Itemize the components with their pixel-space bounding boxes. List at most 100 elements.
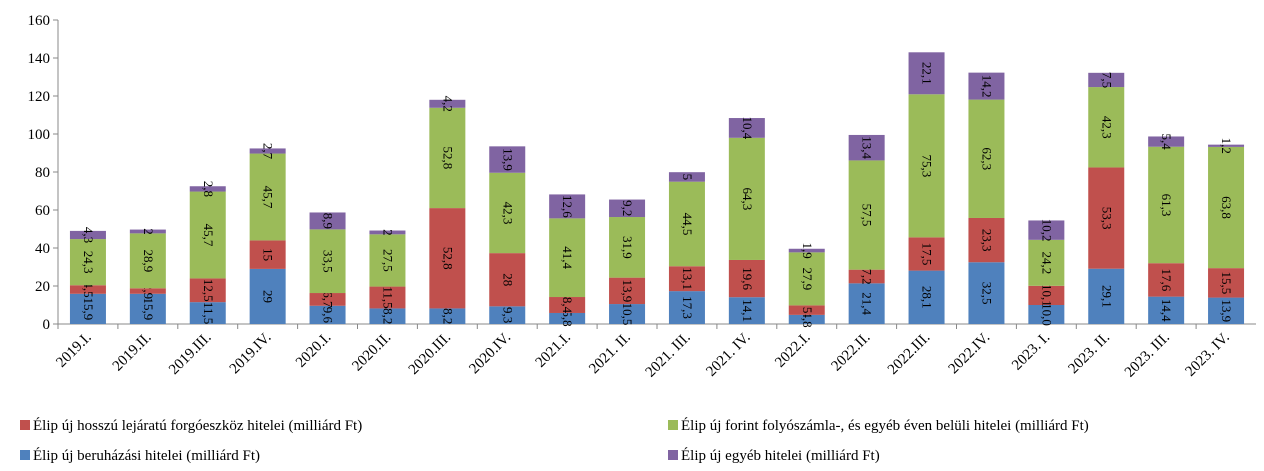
value-label: 75,3	[920, 154, 935, 177]
value-label: 7,5	[1099, 72, 1114, 88]
value-label: 10,4	[740, 117, 755, 140]
bar-segment	[1088, 72, 1125, 88]
value-label: 8,9	[321, 213, 336, 229]
value-label: 42,3	[1099, 116, 1114, 139]
bar-segment	[1148, 136, 1185, 147]
bar-segment	[968, 262, 1005, 324]
bar-segment	[848, 269, 885, 284]
value-label: 63,8	[1219, 196, 1234, 219]
value-label: 61,3	[1159, 194, 1174, 217]
bar-segment	[369, 286, 406, 309]
bar-segment	[908, 52, 945, 95]
bar-segment	[1028, 285, 1065, 305]
bar-segment	[129, 233, 166, 289]
bar-segment	[728, 297, 765, 324]
bar-segment	[1088, 167, 1125, 269]
value-label: 14,1	[740, 299, 755, 322]
value-label: 8,2	[380, 308, 395, 324]
value-label: 17,5	[920, 243, 935, 266]
x-tick-label: 2023. IV.	[1183, 330, 1233, 380]
value-label: 11,5	[380, 286, 395, 308]
legend-label: Élip új hosszú lejáratú forgóeszköz hite…	[33, 417, 362, 434]
y-tick-label: 160	[28, 13, 51, 29]
legend-label: Élip új egyéb hitelei (milliárd Ft)	[681, 447, 880, 464]
bar-segment	[609, 217, 646, 278]
bar-segment	[489, 172, 526, 254]
x-tick-label: 2019.III.	[166, 330, 214, 378]
bar-segment	[668, 172, 705, 182]
value-label: 9,2	[620, 200, 635, 216]
bar-segment	[69, 285, 106, 294]
bar-segment	[129, 293, 166, 324]
bar-segment	[728, 137, 765, 260]
x-tick-label: 2019.II.	[110, 330, 155, 375]
bar-segment	[309, 229, 346, 294]
legend-swatch	[668, 450, 678, 460]
value-label: 11,5	[201, 302, 216, 324]
value-label: 1,2	[1219, 138, 1234, 154]
value-label: 29	[261, 290, 276, 303]
value-label: 4,2	[440, 96, 455, 112]
bar-segment	[309, 293, 346, 306]
value-label: 7,2	[860, 268, 875, 284]
legend-label: Élip új beruházási hitelei (milliárd Ft)	[33, 447, 260, 464]
value-label: 10,2	[1039, 219, 1054, 242]
bar-segment	[369, 230, 406, 235]
bar-segment	[549, 312, 586, 324]
bar-segment	[1088, 268, 1125, 324]
bar-segment	[369, 308, 406, 324]
bar-segment	[968, 217, 1005, 263]
bar-segment	[1028, 305, 1065, 324]
value-label: 23,3	[979, 229, 994, 252]
bar-segment	[668, 291, 705, 324]
y-tick-label: 100	[28, 127, 51, 143]
y-tick-label: 60	[35, 203, 50, 219]
legend-swatch	[20, 420, 30, 430]
value-label: 27,9	[800, 268, 815, 291]
value-label: 22,1	[920, 62, 935, 85]
bar-segment	[1208, 268, 1245, 298]
y-tick-label: 20	[35, 279, 50, 295]
y-tick-label: 140	[28, 51, 51, 67]
legend-label: Élip új forint folyószámla-, és egyéb év…	[681, 417, 1089, 434]
bar-segment	[429, 208, 466, 309]
value-label: 15,9	[141, 298, 156, 321]
value-label: 15,9	[81, 298, 96, 321]
value-label: 8,4	[560, 297, 575, 314]
x-tick-label: 2023. I.	[1009, 330, 1053, 374]
x-tick-label: 2020.IV.	[466, 330, 514, 378]
y-tick-label: 80	[35, 165, 50, 181]
bar-segment	[968, 72, 1005, 100]
value-label: 14,4	[1159, 299, 1174, 322]
bar-segment	[788, 252, 825, 306]
bar-segment	[908, 237, 945, 271]
bar-segment	[788, 314, 825, 324]
bar-segment	[1148, 146, 1185, 264]
value-label: 13,9	[500, 148, 515, 171]
bar-segment	[668, 266, 705, 292]
bar-segment	[788, 248, 825, 253]
bar-segment	[129, 229, 166, 234]
value-label: 45,7	[201, 224, 216, 247]
bar-segment	[668, 181, 705, 267]
bar-segment	[848, 134, 885, 161]
bar-segment	[728, 259, 765, 298]
y-tick-label: 40	[35, 241, 50, 257]
value-label: 2,7	[261, 143, 276, 160]
value-label: 52,8	[440, 247, 455, 270]
bar-segment	[69, 293, 106, 324]
value-label: 41,4	[560, 246, 575, 269]
value-label: 4,3	[81, 227, 96, 243]
bar-segment	[429, 107, 466, 209]
x-tick-label: 2020.I.	[293, 330, 334, 371]
value-label: 5	[800, 307, 815, 314]
bar-segment	[848, 160, 885, 270]
x-tick-label: 2019.I.	[53, 330, 94, 371]
value-label: 21,4	[860, 292, 875, 315]
value-label: 10,1	[1039, 284, 1054, 307]
bar-segment	[69, 239, 106, 286]
value-label: 28,9	[141, 249, 156, 272]
bar-segment	[1208, 146, 1245, 269]
y-tick-label: 120	[28, 89, 51, 105]
value-label: 13,9	[1219, 299, 1234, 322]
